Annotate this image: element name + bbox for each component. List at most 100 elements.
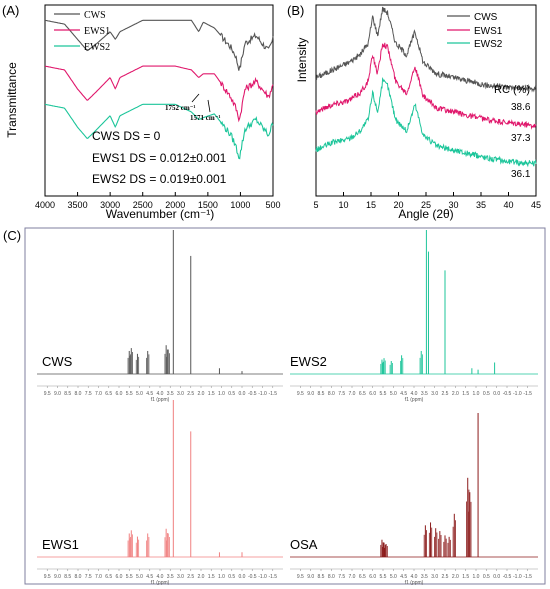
nmr-tick-label: 0.5 [483, 391, 490, 397]
b-xtick-label: 40 [503, 200, 513, 210]
nmr-tick-label: 7.5 [85, 574, 92, 580]
b-xtick-label: 30 [448, 200, 458, 210]
b-xtick-label: 10 [338, 200, 348, 210]
ftir-line-cws [44, 19, 274, 71]
nmr-tick-label: 4.5 [400, 391, 407, 397]
spectrum-label-ews1: EWS1 [42, 537, 79, 552]
nmr-tick-label: 9.5 [297, 574, 304, 580]
b-xtick-label: 15 [366, 200, 376, 210]
nmr-tick-label: 9.0 [307, 574, 314, 580]
nmr-tick-label: 8.5 [318, 574, 325, 580]
panel-a-label: (A) [2, 3, 19, 18]
nmr-tick-label: 8.0 [328, 391, 335, 397]
nmr-tick-label: -1.0 [513, 391, 522, 397]
nmr-tick-label: 4.0 [157, 391, 164, 397]
ds-line-ews1: EWS1 DS = 0.012±0.001 [92, 151, 227, 165]
nmr-tick-label: 1.0 [473, 574, 480, 580]
nmr-tick-label: 5.0 [136, 574, 143, 580]
nmr-tick-label: -1.5 [268, 391, 277, 397]
nmr-tick-label: 8.5 [64, 574, 71, 580]
nmr-tick-label: 6.0 [369, 574, 376, 580]
b-xtick-label: 35 [476, 200, 486, 210]
b-xtick-label: 25 [421, 200, 431, 210]
nmr-tick-label: 9.5 [44, 574, 51, 580]
nmr-tick-label: 8.0 [75, 391, 82, 397]
nmr-tick-label: 3.5 [167, 574, 174, 580]
panel-b: (B) Intensity Angle (2θ) 5 10 15 20 25 30 35 40… [287, 3, 541, 221]
xrd-line-ews2 [315, 77, 537, 168]
nmr-tick-label: 2.5 [442, 574, 449, 580]
nmr-tick-label: 6.0 [116, 391, 123, 397]
nmr-tick-label: 7.0 [349, 574, 356, 580]
nmr-tick-label: -0.5 [248, 574, 257, 580]
panel-c-spectra: 9.5 9.0 8.5 8.0 7.5 7.0 6.5 6.0 5.5 5.0 4.5 4.0 3.5 3… [37, 230, 538, 586]
nmr-tick-label: 7.5 [85, 391, 92, 397]
nmr-tick-label: 5.5 [126, 391, 133, 397]
nmr-axis-title: f1 (ppm) [151, 397, 170, 403]
spectrum-label-osa: OSA [290, 537, 318, 552]
panel-b-series [315, 6, 537, 168]
xrd-line-ews1 [315, 42, 537, 130]
nmr-tick-label: 1.0 [473, 391, 480, 397]
nmr-tick-label: -1.0 [258, 391, 267, 397]
panel-a-xticks: 4000 3500 3000 2500 2000 1500 1000 500 [35, 192, 281, 210]
nmr-tick-label: 9.0 [307, 391, 314, 397]
nmr-tick-label: 5.5 [380, 391, 387, 397]
nmr-tick-label: 5.5 [126, 574, 133, 580]
nmr-tick-label: 6.5 [359, 574, 366, 580]
nmr-tick-label: 5.5 [380, 574, 387, 580]
a-xtick-label: 3500 [68, 200, 88, 210]
a-xtick-label: 1500 [198, 200, 218, 210]
nmr-tick-label: 5.0 [390, 574, 397, 580]
nmr-tick-label: 1.0 [218, 574, 225, 580]
a-xtick-label: 500 [265, 200, 280, 210]
nmr-tick-label: 0.5 [228, 574, 235, 580]
annotation-1571-arrow [207, 99, 211, 113]
nmr-tick-label: -0.5 [503, 574, 512, 580]
nmr-tick-label: 3.0 [177, 574, 184, 580]
spectrum-label-cws: CWS [42, 354, 73, 369]
nmr-tick-label: 8.0 [75, 574, 82, 580]
nmr-tick-label: -1.5 [523, 391, 532, 397]
nmr-tick-label: 2.0 [198, 574, 205, 580]
a-xtick-label: 4000 [35, 200, 55, 210]
rc-value-ews1: 37.3 [511, 133, 531, 144]
nmr-tick-label: 2.5 [187, 391, 194, 397]
b-xtick-label: 5 [313, 200, 318, 210]
nmr-tick-label: -0.5 [503, 391, 512, 397]
ds-line-ews2: EWS2 DS = 0.019±0.001 [92, 172, 227, 186]
nmr-plot-osa: 9.5 9.0 8.5 8.0 7.5 7.0 6.5 6.0 5.5 5.0 4.5 4.0 3.5 3… [290, 413, 538, 586]
nmr-tick-label: 0.0 [239, 574, 246, 580]
panel-c-frame [24, 227, 546, 585]
rc-header: RC (%) [494, 84, 530, 96]
nmr-tick-label: 8.5 [64, 391, 71, 397]
nmr-tick-label: 7.0 [95, 574, 102, 580]
spectrum-label-ews2: EWS2 [290, 354, 327, 369]
nmr-axis-title: f1 (ppm) [151, 580, 170, 586]
nmr-tick-label: 6.0 [116, 574, 123, 580]
nmr-tick-label: 3.0 [431, 391, 438, 397]
panel-a-legend: CWS EWS1 EWS2 [54, 10, 110, 53]
nmr-axis-title: f1 (ppm) [405, 580, 424, 586]
a-xtick-label: 2000 [165, 200, 185, 210]
nmr-tick-label: 8.0 [328, 574, 335, 580]
nmr-tick-label: 1.0 [218, 391, 225, 397]
nmr-tick-label: 4.0 [157, 574, 164, 580]
nmr-tick-label: 9.0 [54, 391, 61, 397]
nmr-tick-label: 0.0 [239, 391, 246, 397]
annotation-1752: 1752 cm⁻¹ [165, 104, 195, 112]
panel-b-ylabel: Intensity [295, 38, 309, 83]
nmr-tick-label: 5.0 [390, 391, 397, 397]
nmr-tick-label: 6.5 [359, 391, 366, 397]
ftir-line-ews2 [44, 103, 274, 160]
nmr-tick-label: 4.0 [411, 391, 418, 397]
nmr-plot-ews1: 9.5 9.0 8.5 8.0 7.5 7.0 6.5 6.0 5.5 5.0 4.5 4.0 3.5 3… [37, 400, 283, 586]
nmr-tick-label: 6.5 [105, 574, 112, 580]
nmr-plot-ews2: 9.5 9.0 8.5 8.0 7.5 7.0 6.5 6.0 5.5 5.0 4.5 4.0 3.5 3… [290, 230, 538, 403]
b-xtick-label: 45 [531, 200, 541, 210]
nmr-tick-label: 9.0 [54, 574, 61, 580]
annotation-1752-arrow [191, 93, 200, 103]
nmr-tick-label: 7.5 [338, 574, 345, 580]
nmr-tick-label: 2.0 [198, 391, 205, 397]
